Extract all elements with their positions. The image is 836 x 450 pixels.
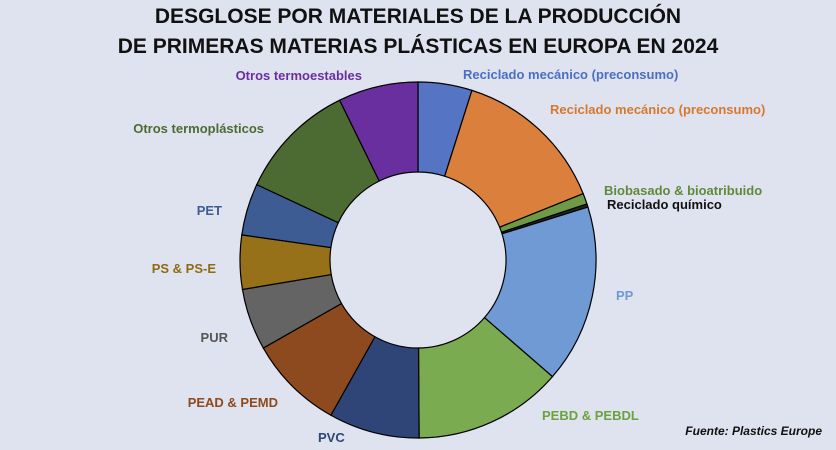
label-8-pead-pemd: PEAD & PEMD <box>188 395 278 410</box>
label-2-reciclado-mecanico-preconsumo: Reciclado mecánico (preconsumo) <box>550 102 765 117</box>
label-10-ps-ps-e: PS & PS-E <box>152 261 217 276</box>
label-7-pvc: PVC <box>318 430 345 445</box>
slice-2-reciclado-mecanico-preconsumo <box>443 89 584 228</box>
label-12-otros-termoplasticos: Otros termoplásticos <box>133 121 264 136</box>
label-13-otros-termoestables: Otros termoestables <box>236 68 362 83</box>
label-6-pebd-pebdl: PEBD & PEBDL <box>542 408 639 423</box>
label-5-pp: PP <box>616 288 634 303</box>
slice-5-pp <box>483 206 597 378</box>
chart-title-line-1: DESGLOSE POR MATERIALES DE LA PRODUCCIÓN <box>154 5 682 28</box>
label-9-pur: PUR <box>201 330 229 345</box>
label-4-reciclado-quimico: Reciclado químico <box>607 197 722 212</box>
label-3-biobasado-bioatribuido: Biobasado & bioatribuido <box>604 183 762 198</box>
slice-13-otros-termoestables <box>338 81 419 182</box>
label-1-reciclado-mecanico-preconsumo: Reciclado mecánico (preconsumo) <box>463 67 678 82</box>
label-11-pet: PET <box>197 203 222 218</box>
source-note: Fuente: Plastics Europe <box>685 424 822 438</box>
chart-title-line-2: DE PRIMERAS MATERIAS PLÁSTICAS EN EUROPA… <box>117 35 719 58</box>
